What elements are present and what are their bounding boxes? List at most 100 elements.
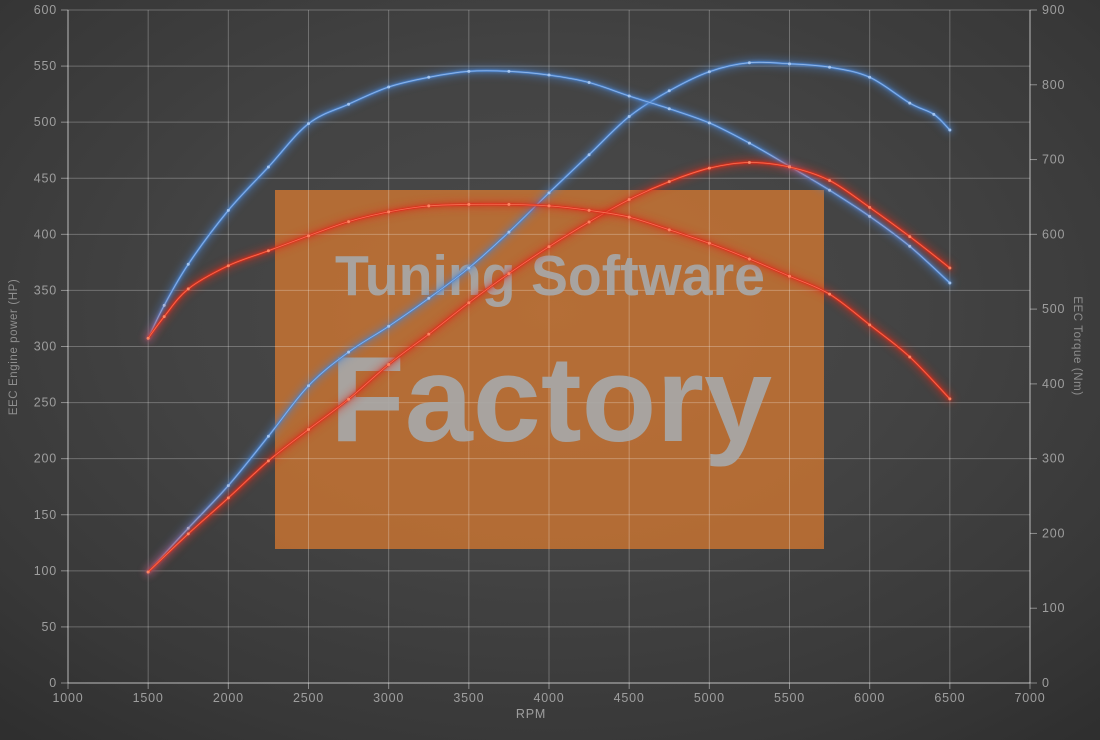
watermark: Tuning Software Factory: [330, 244, 772, 467]
data-point-marker: [587, 208, 591, 212]
data-point-marker: [347, 102, 351, 106]
data-point-marker: [427, 296, 431, 300]
right-tick-label: 800: [1042, 78, 1065, 92]
data-point-marker: [948, 281, 952, 285]
data-point-marker: [667, 107, 671, 111]
data-point-marker: [266, 434, 270, 438]
left-tick-label: 250: [34, 396, 57, 410]
left-axis-title: EEC Engine power (HP): [8, 279, 20, 416]
data-point-marker: [932, 112, 936, 116]
x-tick-label: 3500: [453, 691, 484, 705]
data-point-marker: [587, 153, 591, 157]
data-point-marker: [908, 235, 912, 239]
data-point-marker: [868, 75, 872, 79]
right-tick-label: 100: [1042, 601, 1065, 615]
data-point-marker: [427, 75, 431, 79]
data-point-marker: [828, 188, 832, 192]
curve-highlight: [147, 70, 951, 339]
data-point-marker: [307, 234, 310, 238]
data-point-marker: [162, 315, 166, 319]
right-tick-label: 600: [1042, 227, 1065, 241]
data-point-marker: [226, 208, 230, 212]
curve-engine-power-blue: [143, 57, 955, 577]
dyno-curves: [143, 57, 955, 577]
x-tick-label: 2500: [293, 691, 324, 705]
curve-engine-torque-red: [143, 199, 955, 404]
right-tick-label: 0: [1042, 676, 1050, 690]
left-tick-label: 300: [34, 340, 57, 354]
x-tick-label: 6000: [854, 691, 885, 705]
x-tick-label: 5500: [774, 691, 805, 705]
data-point-marker: [627, 215, 631, 219]
data-point-marker: [667, 89, 671, 93]
x-tick-label: 1000: [52, 691, 83, 705]
x-axis-title: RPM: [516, 707, 546, 721]
data-point-marker: [627, 115, 631, 119]
watermark-line1: Tuning Software: [335, 244, 765, 308]
data-point-marker: [387, 210, 391, 214]
left-tick-label: 450: [34, 171, 57, 185]
x-tick-label: 7000: [1014, 691, 1045, 705]
data-point-marker: [547, 191, 551, 195]
data-point-marker: [667, 180, 671, 184]
data-point-marker: [186, 287, 190, 291]
left-tick-label: 100: [34, 564, 57, 578]
data-point-marker: [347, 220, 351, 224]
curve-highlight: [147, 203, 951, 400]
left-tick-label: 400: [34, 227, 57, 241]
data-point-marker: [307, 384, 310, 388]
data-point-marker: [587, 81, 591, 85]
data-point-marker: [788, 274, 791, 278]
data-point-marker: [828, 178, 832, 182]
x-tick-label: 5000: [694, 691, 725, 705]
curve-engine-torque-blue: [143, 66, 955, 343]
x-tick-label: 6500: [934, 691, 965, 705]
right-tick-label: 400: [1042, 377, 1065, 391]
data-point-marker: [707, 166, 711, 170]
data-point-marker: [868, 323, 872, 327]
data-point-marker: [627, 198, 631, 202]
data-point-marker: [146, 336, 150, 340]
data-point-marker: [547, 204, 551, 208]
right-tick-label: 200: [1042, 526, 1065, 540]
data-point-marker: [467, 69, 471, 73]
data-point-marker: [747, 257, 751, 261]
data-point-marker: [226, 264, 230, 268]
data-point-marker: [507, 230, 511, 234]
data-point-marker: [788, 62, 791, 66]
data-point-marker: [467, 202, 471, 206]
data-point-marker: [427, 204, 431, 208]
data-point-marker: [547, 245, 551, 249]
data-point-marker: [868, 214, 872, 218]
data-point-marker: [747, 161, 751, 165]
data-point-marker: [387, 85, 391, 89]
data-point-marker: [948, 397, 952, 401]
data-point-marker: [828, 65, 832, 69]
data-point-marker: [707, 121, 711, 125]
data-point-marker: [747, 141, 751, 145]
data-point-marker: [627, 94, 631, 98]
x-tick-label: 4500: [614, 691, 645, 705]
axis-ticks-and-labels: 0501001502002503003504004505005506000100…: [34, 3, 1065, 705]
data-point-marker: [307, 122, 310, 126]
right-tick-label: 900: [1042, 3, 1065, 17]
data-point-marker: [507, 202, 511, 206]
left-tick-label: 600: [34, 3, 57, 17]
right-axis-title: EEC Torque (Nm): [1071, 296, 1083, 396]
data-point-marker: [707, 70, 711, 74]
data-point-marker: [547, 73, 551, 77]
data-point-marker: [908, 244, 912, 248]
left-tick-label: 50: [41, 620, 57, 634]
axis-lines: [67, 10, 1031, 684]
left-tick-label: 200: [34, 452, 57, 466]
data-point-marker: [387, 324, 391, 328]
data-point-marker: [162, 303, 166, 307]
left-tick-label: 550: [34, 59, 57, 73]
grid-lines: [67, 9, 1031, 684]
data-point-marker: [908, 355, 912, 359]
curve-highlight: [147, 61, 951, 573]
data-point-marker: [266, 249, 270, 253]
data-point-marker: [427, 332, 431, 336]
